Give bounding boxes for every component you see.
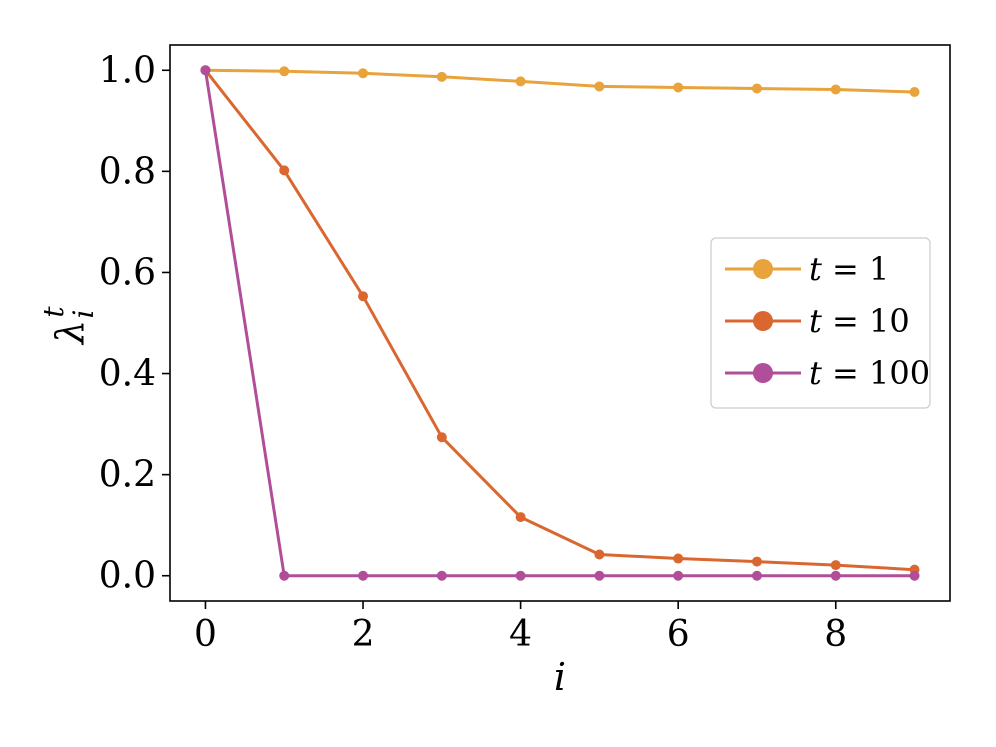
x-tick-label: 2 (352, 614, 375, 655)
series-0 (200, 65, 920, 98)
data-point (751, 570, 762, 581)
legend-label-variable: t (809, 302, 822, 340)
data-point (830, 560, 841, 571)
x-tick-label: 0 (194, 614, 217, 655)
data-point (673, 82, 684, 93)
data-point (200, 65, 211, 76)
series-line (204, 69, 915, 572)
legend-marker (753, 311, 773, 331)
data-point (436, 71, 447, 82)
data-point (909, 87, 920, 98)
y-tick-label: 0.6 (99, 252, 156, 293)
x-tick-label: 8 (824, 614, 847, 655)
series-line (204, 70, 915, 578)
legend-label-value: = 1 (822, 250, 890, 288)
legend-marker (753, 363, 773, 383)
data-point (594, 81, 605, 92)
series-1 (200, 65, 920, 575)
y-axis-label-subscript: i (67, 310, 100, 319)
data-point (830, 570, 841, 581)
data-point (515, 570, 526, 581)
legend-item: t = 1 (725, 250, 889, 288)
y-axis-label: λ t i (37, 306, 100, 346)
data-point (751, 556, 762, 567)
y-tick-label: 0.0 (99, 556, 156, 597)
x-axis: 0 2 4 6 8 (194, 601, 847, 655)
data-point (909, 570, 920, 581)
y-tick-label: 0.8 (99, 151, 156, 192)
legend-marker (753, 259, 773, 279)
series-line (205, 68, 915, 94)
data-point (594, 549, 605, 560)
legend-label: t = 100 (809, 354, 930, 392)
data-point (673, 553, 684, 564)
data-point (279, 570, 290, 581)
series-layer (200, 65, 920, 581)
data-point (594, 570, 605, 581)
legend-label: t = 1 (809, 250, 889, 288)
data-point (436, 432, 447, 443)
legend-label-value: = 100 (822, 354, 930, 392)
y-axis-label-superscript: t (37, 306, 70, 318)
y-tick-label: 0.2 (99, 455, 156, 496)
data-point (279, 165, 290, 176)
data-point (751, 83, 762, 94)
x-tick-label: 4 (509, 614, 532, 655)
data-point (673, 570, 684, 581)
data-point (515, 76, 526, 87)
x-tick-label: 6 (667, 614, 690, 655)
legend-item: t = 100 (725, 354, 930, 392)
series-2 (200, 65, 920, 581)
data-point (830, 84, 841, 95)
legend-label-variable: t (809, 250, 822, 288)
data-point (515, 512, 526, 523)
plot-frame (169, 44, 951, 602)
legend-label-value: = 10 (822, 302, 910, 340)
data-point (358, 68, 369, 79)
legend: t = 1t = 10t = 100 (710, 237, 931, 409)
y-axis: 0.0 0.2 0.4 0.6 0.8 1.0 (99, 50, 170, 597)
data-point (436, 570, 447, 581)
data-point (279, 66, 290, 77)
legend-item: t = 10 (725, 302, 910, 340)
data-point (358, 570, 369, 581)
legend-label: t = 10 (809, 302, 910, 340)
x-axis-label: i (554, 655, 566, 699)
y-tick-label: 0.4 (99, 354, 156, 395)
y-tick-label: 1.0 (99, 50, 156, 91)
legend-label-variable: t (809, 354, 822, 392)
y-axis-label-base: λ (48, 320, 92, 346)
data-point (358, 291, 369, 302)
